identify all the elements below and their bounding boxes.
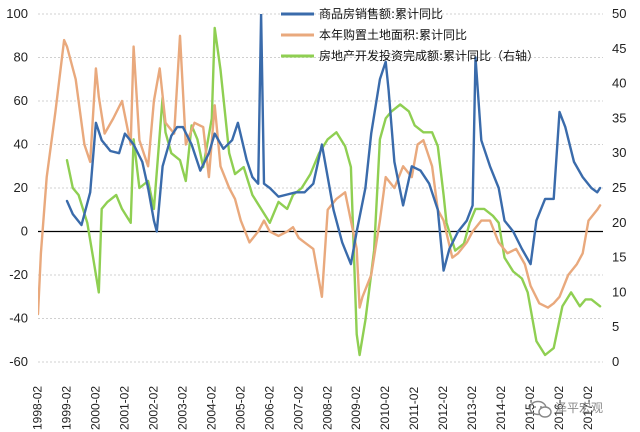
y-tick-label-7: 80 [14, 50, 28, 65]
series [38, 14, 602, 357]
wechat-icon [529, 400, 552, 418]
y2-tick-label-3: 15 [612, 250, 626, 265]
y2-tick-label-8: 40 [612, 76, 626, 91]
series-line-2 [65, 26, 602, 357]
y-tick-label-0: -60 [9, 354, 28, 369]
y-tick-label-6: 60 [14, 93, 28, 108]
x-tick-label-10: 2008-02 [320, 386, 334, 430]
x-tick-label-0: 1998-02 [31, 386, 45, 430]
y2-tick-label-4: 20 [612, 215, 626, 230]
y-tick-label-3: 0 [21, 224, 28, 239]
y2-tick-label-9: 45 [612, 41, 626, 56]
x-tick-label-16: 2014-02 [494, 386, 508, 430]
x-tick-label-7: 2005-02 [233, 386, 247, 430]
y-tick-label-5: 40 [14, 137, 28, 152]
x-tick-label-12: 2010-02 [378, 386, 392, 430]
y2-tick-label-10: 50 [612, 6, 626, 21]
y-tick-label-1: -40 [9, 311, 28, 326]
x-tick-label-8: 2006-02 [262, 386, 276, 430]
gridlines [38, 13, 603, 363]
x-tick-label-19: 2017-02 [581, 386, 595, 430]
x-tick-label-4: 2002-02 [146, 386, 160, 430]
y2-tick-label-6: 30 [612, 145, 626, 160]
x-tick-label-13: 2011-02 [407, 387, 421, 430]
series-line-1 [38, 34, 602, 316]
watermark-text: 泽平宏观 [555, 400, 603, 415]
x-tick-label-2: 2000-02 [89, 386, 103, 430]
y2-tick-label-7: 35 [612, 110, 626, 125]
watermark: 泽平宏观 [529, 400, 603, 418]
x-axis-ticks: 1998-02 1999-02 2000-02 2001-02 2002-02 2003-… [31, 386, 596, 430]
x-tick-label-15: 2013-02 [465, 386, 479, 430]
y2-tick-label-5: 25 [612, 180, 626, 195]
x-tick-label-6: 2004-02 [204, 386, 218, 430]
right-y-axis-ticks: 0 5 10 15 20 25 30 35 40 45 50 [612, 6, 626, 369]
legend-label-2: 房地产开发投资完成额:累计同比（右轴） [319, 48, 539, 63]
legend: 商品房销售额:累计同比本年购置土地面积:累计同比房地产开发投资完成额:累计同比（… [281, 6, 539, 63]
series-line-0 [65, 14, 602, 272]
y-tick-label-8: 100 [6, 6, 28, 21]
y-tick-label-4: 20 [14, 180, 28, 195]
y2-tick-label-2: 10 [612, 284, 626, 299]
x-tick-label-1: 1999-02 [60, 386, 74, 430]
y2-tick-label-0: 0 [612, 354, 619, 369]
x-tick-label-14: 2012-02 [436, 386, 450, 430]
x-tick-label-5: 2003-02 [175, 386, 189, 430]
legend-label-0: 商品房销售额:累计同比 [319, 6, 443, 21]
x-tick-label-11: 2009-02 [349, 386, 363, 430]
left-y-axis-ticks: -60 -40 -20 0 20 40 60 80 100 [6, 6, 28, 369]
y2-tick-label-1: 5 [612, 319, 619, 334]
x-tick-label-3: 2001-02 [117, 386, 131, 430]
x-tick-label-9: 2007-02 [291, 386, 305, 430]
y-tick-label-2: -20 [9, 267, 28, 282]
legend-label-1: 本年购置土地面积:累计同比 [319, 27, 467, 42]
x-tick-label-18: 2016-02 [552, 386, 566, 430]
